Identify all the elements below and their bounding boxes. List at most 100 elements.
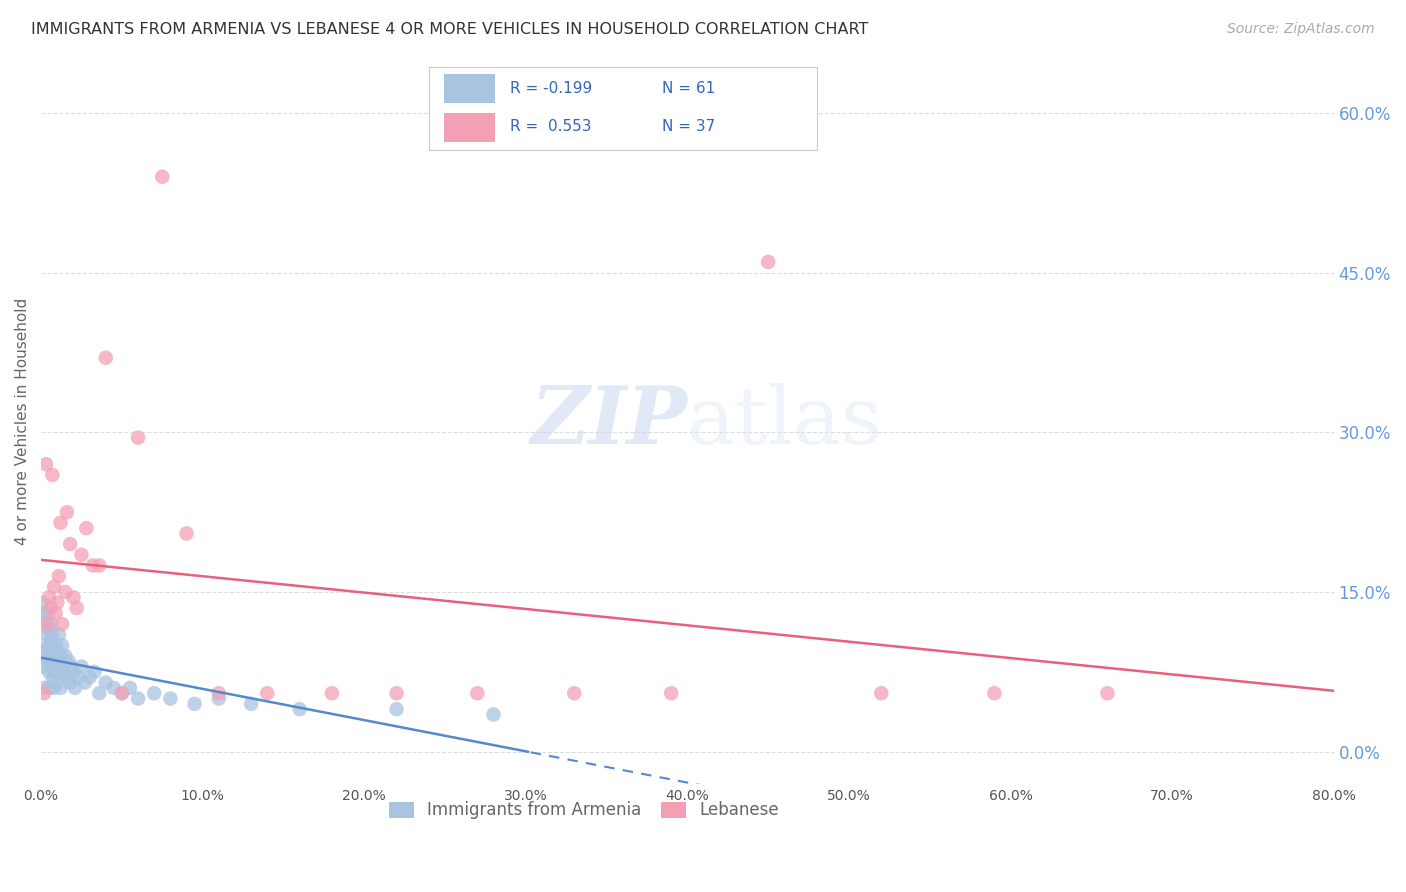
- Point: [75, 521, 97, 535]
- Point: [49, 516, 72, 530]
- Point: [60, 659, 83, 673]
- Point: [35, 648, 58, 663]
- Point: [467, 686, 489, 700]
- Point: [870, 686, 893, 700]
- Point: [62, 665, 84, 679]
- Point: [385, 702, 408, 716]
- Point: [51, 659, 73, 673]
- Point: [127, 431, 149, 445]
- Point: [39, 632, 62, 647]
- Point: [39, 601, 62, 615]
- Point: [37, 607, 59, 621]
- Point: [41, 643, 63, 657]
- Point: [46, 643, 69, 657]
- Point: [482, 707, 505, 722]
- Point: [48, 569, 70, 583]
- Point: [56, 505, 79, 519]
- Point: [53, 648, 76, 663]
- Y-axis label: 4 or more Vehicles in Household: 4 or more Vehicles in Household: [15, 298, 30, 545]
- Point: [983, 686, 1005, 700]
- Point: [208, 686, 231, 700]
- Point: [37, 638, 59, 652]
- Point: [111, 686, 134, 700]
- Point: [35, 617, 58, 632]
- Point: [35, 627, 58, 641]
- Point: [45, 607, 67, 621]
- Point: [83, 665, 105, 679]
- Point: [46, 675, 69, 690]
- Point: [73, 675, 96, 690]
- Point: [41, 670, 63, 684]
- Point: [66, 601, 89, 615]
- Point: [31, 659, 53, 673]
- Point: [42, 580, 65, 594]
- Point: [46, 596, 69, 610]
- Text: IMMIGRANTS FROM ARMENIA VS LEBANESE 4 OR MORE VEHICLES IN HOUSEHOLD CORRELATION : IMMIGRANTS FROM ARMENIA VS LEBANESE 4 OR…: [31, 22, 869, 37]
- Point: [42, 648, 65, 663]
- Point: [208, 691, 231, 706]
- Point: [94, 675, 117, 690]
- Point: [42, 681, 65, 695]
- Text: ZIP: ZIP: [530, 383, 688, 460]
- Point: [39, 654, 62, 668]
- Point: [59, 675, 82, 690]
- Point: [49, 681, 72, 695]
- Point: [127, 691, 149, 706]
- Point: [659, 686, 682, 700]
- Point: [67, 670, 90, 684]
- Point: [111, 686, 134, 700]
- Point: [385, 686, 408, 700]
- Point: [48, 627, 70, 641]
- Point: [118, 681, 141, 695]
- Point: [56, 670, 79, 684]
- Point: [756, 255, 779, 269]
- Point: [89, 686, 111, 700]
- Point: [41, 627, 63, 641]
- Point: [53, 585, 76, 599]
- Point: [321, 686, 343, 700]
- Point: [562, 686, 585, 700]
- Point: [48, 654, 70, 668]
- Point: [34, 607, 56, 621]
- Point: [103, 681, 125, 695]
- Point: [34, 643, 56, 657]
- Point: [39, 617, 62, 632]
- Point: [94, 351, 117, 365]
- Point: [38, 643, 60, 657]
- Point: [37, 654, 59, 668]
- Point: [35, 457, 58, 471]
- Point: [38, 665, 60, 679]
- Point: [52, 665, 75, 679]
- Point: [159, 691, 181, 706]
- Point: [58, 654, 80, 668]
- Point: [62, 591, 84, 605]
- Point: [82, 558, 104, 573]
- Text: Source: ZipAtlas.com: Source: ZipAtlas.com: [1227, 22, 1375, 37]
- Point: [89, 558, 111, 573]
- Point: [38, 623, 60, 637]
- Point: [42, 665, 65, 679]
- Point: [176, 526, 198, 541]
- Point: [34, 686, 56, 700]
- Point: [143, 686, 166, 700]
- Point: [288, 702, 311, 716]
- Point: [38, 681, 60, 695]
- Point: [34, 681, 56, 695]
- Point: [70, 548, 93, 562]
- Point: [183, 697, 205, 711]
- Point: [79, 670, 101, 684]
- Point: [150, 169, 173, 184]
- Point: [256, 686, 278, 700]
- Point: [45, 659, 67, 673]
- Point: [1097, 686, 1119, 700]
- Point: [240, 697, 263, 711]
- Point: [51, 617, 73, 632]
- Point: [63, 681, 86, 695]
- Legend: Immigrants from Armenia, Lebanese: Immigrants from Armenia, Lebanese: [382, 795, 786, 826]
- Point: [41, 467, 63, 482]
- Point: [70, 659, 93, 673]
- Point: [49, 648, 72, 663]
- Point: [59, 537, 82, 551]
- Point: [45, 638, 67, 652]
- Point: [37, 617, 59, 632]
